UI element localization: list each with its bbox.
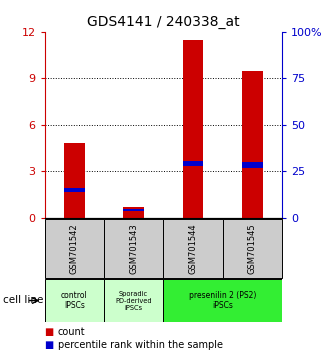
Bar (123, 207, 144, 218)
Bar (163, 219, 223, 278)
Bar (223, 219, 282, 278)
Text: ■: ■ (45, 340, 54, 350)
Bar (242, 162, 263, 168)
Text: count: count (58, 327, 85, 337)
Bar (242, 70, 263, 218)
Text: GSM701545: GSM701545 (248, 223, 257, 274)
Text: percentile rank within the sample: percentile rank within the sample (58, 340, 223, 350)
Bar (123, 209, 144, 211)
Text: Sporadic
PD-derived
iPSCs: Sporadic PD-derived iPSCs (115, 291, 152, 310)
Text: control
IPSCs: control IPSCs (61, 291, 88, 310)
Bar (163, 279, 282, 322)
Text: ■: ■ (45, 327, 54, 337)
Bar (104, 219, 163, 278)
Bar (104, 279, 163, 322)
Text: GSM701544: GSM701544 (188, 223, 198, 274)
Text: cell line: cell line (3, 295, 44, 305)
Text: GSM701543: GSM701543 (129, 223, 138, 274)
Bar (64, 143, 84, 218)
Bar (182, 40, 203, 218)
Bar (45, 279, 104, 322)
Title: GDS4141 / 240338_at: GDS4141 / 240338_at (87, 16, 240, 29)
Bar (64, 188, 84, 192)
Bar (45, 219, 104, 278)
Text: presenilin 2 (PS2)
iPSCs: presenilin 2 (PS2) iPSCs (189, 291, 256, 310)
Text: GSM701542: GSM701542 (70, 223, 79, 274)
Bar (182, 161, 203, 166)
